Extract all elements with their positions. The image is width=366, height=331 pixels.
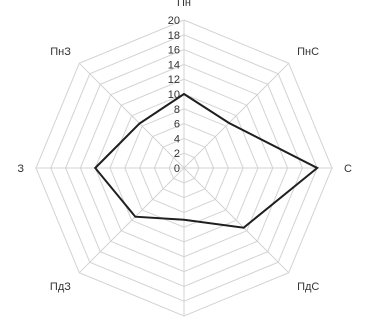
category-label: З [17, 163, 24, 175]
series-line [93, 92, 320, 229]
spoke-line [183, 62, 290, 169]
radial-tick-labels: 0 2 4 6 8 10 12 14 16 18 20 [168, 15, 180, 175]
radar-series [93, 92, 320, 229]
tick-label: 2 [174, 148, 180, 160]
tick-label: 18 [168, 30, 180, 42]
category-label: С [344, 163, 352, 175]
spoke-line [78, 167, 185, 274]
tick-label: 20 [168, 15, 180, 27]
tick-label: 10 [168, 89, 180, 101]
category-label: ПнЗ [50, 46, 71, 58]
spoke-line [78, 62, 185, 169]
spoke-line [183, 167, 290, 274]
radar-spokes [36, 20, 332, 316]
category-labels: ПнПнССПдСПдПдЗЗПнЗ [17, 0, 352, 331]
tick-label: 0 [174, 163, 180, 175]
tick-label: 16 [168, 45, 180, 57]
tick-label: 4 [174, 133, 180, 145]
category-label: ПдС [297, 281, 319, 293]
category-label: ПдЗ [50, 281, 71, 293]
tick-label: 8 [174, 104, 180, 116]
tick-label: 6 [174, 119, 180, 131]
category-label: Пн [177, 0, 191, 9]
category-label: ПнС [297, 46, 319, 58]
tick-label: 12 [168, 74, 180, 86]
tick-label: 14 [168, 59, 180, 71]
